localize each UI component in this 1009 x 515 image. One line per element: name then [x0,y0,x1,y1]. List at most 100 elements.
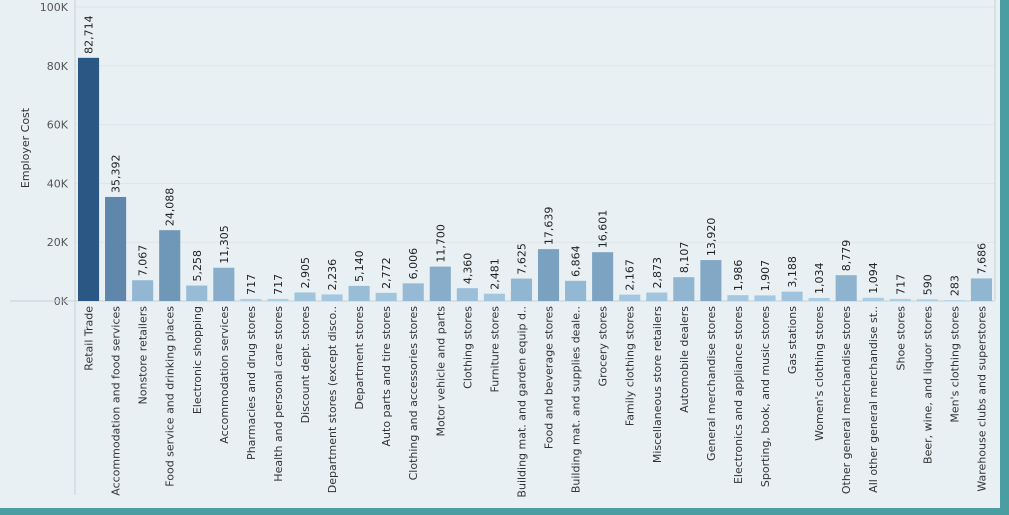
bar[interactable] [943,300,965,301]
data-label: 2,236 [326,259,339,291]
bar[interactable] [402,283,424,301]
category-label: All other general merchandise st.. [867,306,880,493]
data-label: 590 [921,274,934,295]
data-label: 6,864 [570,245,583,277]
bar[interactable] [673,277,695,301]
bar[interactable] [537,249,560,301]
data-label: 4,360 [461,253,474,285]
data-label: 24,088 [164,188,177,227]
data-label: 717 [245,274,258,295]
y-tick-label: 40K [47,177,69,190]
data-label: 8,779 [840,240,853,272]
data-label: 717 [894,274,907,295]
bar[interactable] [294,292,316,301]
category-label: Miscellaneous store retailers [651,306,664,463]
category-label: Shoe stores [894,306,907,371]
category-label: Warehouse clubs and superstores [975,306,988,492]
category-label: Discount dept. stores [299,306,312,424]
data-label: 283 [948,275,961,296]
category-label: Pharmacies and drug stores [245,306,258,460]
data-label: 3,188 [786,256,799,288]
bar[interactable] [646,292,668,301]
bar[interactable] [808,297,830,301]
bar[interactable] [429,266,451,301]
category-label: Retail Trade [83,306,96,371]
category-label: Sporting, book, and music stores [759,306,772,487]
data-label: 2,772 [380,257,393,289]
bar[interactable] [240,298,262,301]
category-label: Accommodation and food services [110,306,123,496]
category-labels: Retail Trade Accommodation and food servi… [83,306,989,498]
y-axis-title: Employer Cost [19,107,32,188]
category-label: Women's clothing stores [813,306,826,441]
y-tick-label: 60K [47,119,69,132]
data-label: 717 [272,274,285,295]
bar[interactable] [132,280,154,301]
data-label: 2,905 [299,257,312,289]
data-label: 7,625 [515,243,528,275]
bar[interactable] [159,230,181,301]
bar[interactable] [835,275,857,301]
category-label: Beer, wine, and liquor stores [921,306,934,464]
data-label: 11,305 [218,225,231,264]
bar[interactable] [700,260,722,301]
bar[interactable] [862,297,884,301]
category-label: Food service and drinking places [164,306,177,487]
category-label: Men's clothing stores [948,306,961,423]
data-label: 5,140 [353,250,366,282]
bar[interactable] [592,252,614,301]
bar[interactable] [916,299,938,301]
bar[interactable] [267,298,289,301]
data-label: 2,481 [488,258,501,290]
category-label: Food and beverage stores [543,306,556,449]
bar[interactable] [348,285,370,301]
bar[interactable] [375,292,397,301]
data-label: 11,700 [434,224,447,263]
bar[interactable] [105,196,127,301]
data-label: 1,907 [759,260,772,292]
data-label: 5,258 [191,250,204,282]
bar[interactable] [483,293,505,301]
data-label: 7,067 [137,245,150,277]
data-label: 8,107 [678,242,691,274]
y-tick-label: 20K [47,236,69,249]
data-label: 1,094 [867,262,880,294]
bar[interactable] [619,294,641,301]
bar[interactable] [754,295,776,301]
data-label: 35,392 [110,154,123,193]
bar[interactable] [77,57,100,302]
data-label: 2,167 [624,259,637,291]
category-label: Clothing and accessories stores [407,306,420,481]
category-label: Department stores (except disco.. [326,306,339,493]
bar[interactable] [781,291,803,301]
data-label: 17,639 [543,207,556,246]
category-label: Electronic shopping [191,306,204,414]
category-label: Motor vehicle and parts [434,306,447,437]
category-label: Accommodation services [218,306,231,444]
category-label: Department stores [353,306,366,410]
data-label: 16,601 [597,210,610,249]
category-label: Health and personal care stores [272,306,285,482]
bar[interactable] [213,267,235,301]
data-label: 1,986 [732,260,745,292]
bar[interactable] [565,280,587,301]
bar[interactable] [970,278,993,301]
bar[interactable] [510,278,533,301]
bar[interactable] [456,288,478,301]
data-label: 2,873 [651,257,664,289]
category-label: Automobile dealers [678,306,691,413]
bar[interactable] [727,295,749,301]
data-label: 82,714 [83,15,96,54]
category-label: Electronics and appliance stores [732,306,745,484]
data-label: 7,686 [975,243,988,275]
category-label: Building mat. and garden equip d.. [515,306,528,498]
category-label: Other general merchandise stores [840,306,853,494]
category-label: Family clothing stores [624,306,637,426]
gridlines [75,6,995,302]
category-label: Building mat. and supplies deale.. [570,306,583,493]
category-label: Auto parts and tire stores [380,306,393,447]
bar[interactable] [186,285,208,301]
bar[interactable] [321,294,343,301]
bar[interactable] [889,298,911,301]
